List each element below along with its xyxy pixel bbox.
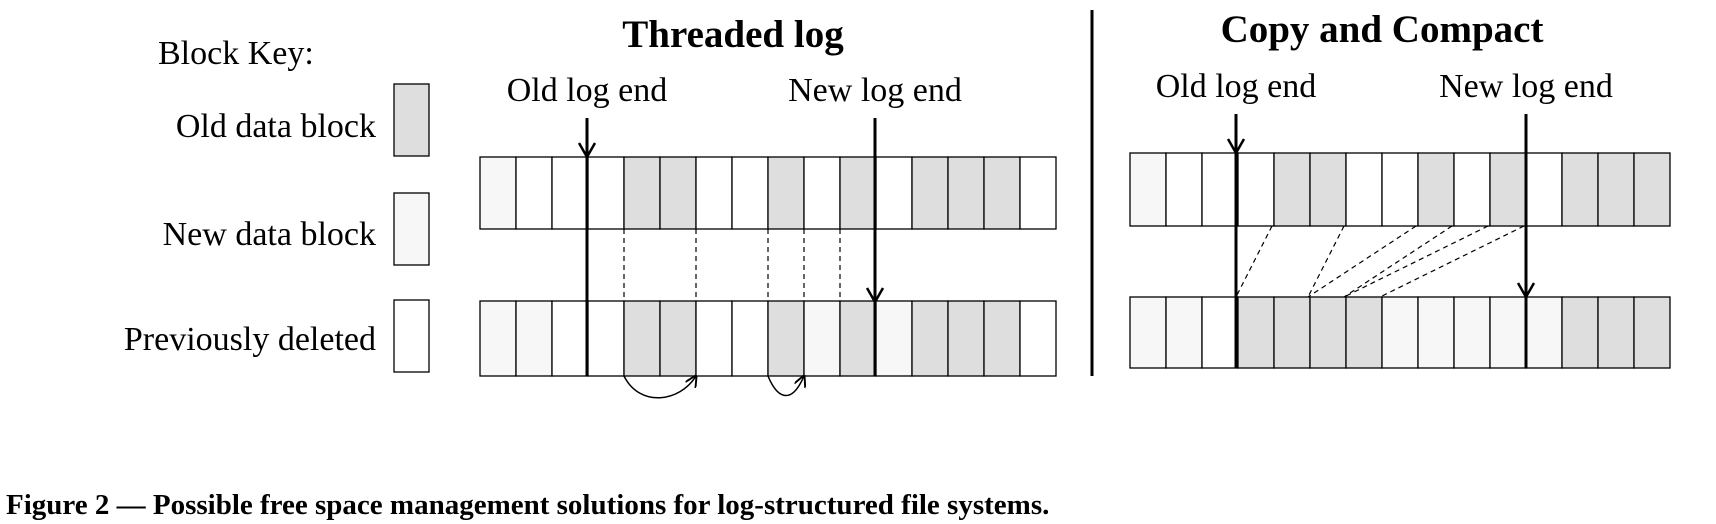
- deleted-data-block: [587, 156, 625, 230]
- key-deleted-label: Previously deleted: [124, 321, 376, 358]
- new-data-block: [803, 300, 841, 377]
- threaded-after-row: [479, 300, 1057, 377]
- old-data-block: [947, 300, 985, 377]
- new-data-block: [1453, 296, 1491, 369]
- compact-old-end-label: Old log end: [1156, 68, 1317, 105]
- copy-line: [1343, 225, 1489, 298]
- deleted-data-block: [1345, 152, 1383, 227]
- deleted-data-block: [695, 156, 733, 230]
- key-old-label: Old data block: [176, 108, 376, 145]
- old-data-block: [1309, 296, 1347, 369]
- threaded-dashed-guides: [623, 229, 841, 301]
- copy-compact-title: Copy and Compact: [1221, 8, 1544, 51]
- compact-new-end-label: New log end: [1439, 68, 1613, 105]
- figure-caption: Figure 2 — Possible free space managemen…: [6, 489, 1049, 521]
- new-data-block: [515, 300, 553, 377]
- deleted-data-block: [1237, 152, 1275, 227]
- compact-after-row: [1129, 296, 1671, 369]
- old-data-block: [1273, 152, 1311, 227]
- new-data-block: [479, 300, 517, 377]
- deleted-data-block: [695, 300, 733, 377]
- old-data-block: [983, 156, 1021, 230]
- new-data-block: [1129, 152, 1167, 227]
- compact-new-end-arrowhead: [1516, 282, 1536, 300]
- old-data-block: [1561, 152, 1599, 227]
- threaded-log-section: Threaded log Old log end New log end: [479, 13, 1057, 399]
- thread-link-arrow: [767, 376, 804, 397]
- new-data-block: [479, 156, 517, 230]
- new-data-block: [1417, 296, 1455, 369]
- threaded-old-end-arrowhead: [577, 142, 597, 160]
- deleted-data-block: [1165, 152, 1203, 227]
- deleted-data-block: [1201, 296, 1239, 369]
- deleted-data-block: [1453, 152, 1491, 227]
- old-data-block: [1237, 296, 1275, 369]
- deleted-data-block: [731, 156, 769, 230]
- new-data-block: [875, 300, 913, 377]
- deleted-data-block: [1019, 156, 1057, 230]
- new-data-block: [1489, 296, 1527, 369]
- deleted-data-block: [587, 300, 625, 377]
- compact-old-end-arrowhead: [1226, 138, 1246, 156]
- new-data-block: [1381, 296, 1419, 369]
- thread-link-arrow: [623, 376, 696, 399]
- new-data-block: [1165, 296, 1203, 369]
- old-data-block: [1597, 152, 1635, 227]
- block-key-heading: Block Key:: [158, 35, 314, 72]
- old-data-block: [623, 300, 661, 377]
- deleted-data-block: [551, 300, 589, 377]
- old-data-block: [1597, 296, 1635, 369]
- deleted-data-block: [1525, 152, 1563, 227]
- copy-line: [1307, 225, 1417, 298]
- copy-line: [1343, 225, 1453, 298]
- threaded-new-end-label: New log end: [788, 72, 962, 109]
- old-data-block: [947, 156, 985, 230]
- old-data-block: [1633, 296, 1671, 369]
- compact-copy-lines: [1235, 225, 1525, 298]
- deleted-data-block: [515, 156, 553, 230]
- deleted-data-block: [731, 300, 769, 377]
- block-key: Block Key: Old data block New data block…: [124, 35, 430, 373]
- old-data-block: [1417, 152, 1455, 227]
- old-data-block: [839, 156, 877, 230]
- old-data-block: [1309, 152, 1347, 227]
- old-data-block: [767, 156, 805, 230]
- copy-line: [1235, 225, 1273, 298]
- old-data-block: [839, 300, 877, 377]
- old-data-block: [1633, 152, 1671, 227]
- old-data-block: [911, 156, 949, 230]
- deleted-data-block: [1201, 152, 1239, 227]
- old-data-block: [1561, 296, 1599, 369]
- old-data-block: [1273, 296, 1311, 369]
- threaded-new-end-arrowhead: [865, 287, 885, 305]
- key-swatch-deleted: [393, 299, 430, 373]
- key-new-label: New data block: [163, 216, 376, 253]
- threaded-log-title: Threaded log: [622, 13, 844, 56]
- copy-line: [1307, 225, 1345, 298]
- old-data-block: [659, 300, 697, 377]
- copy-line: [1379, 225, 1525, 298]
- threaded-before-row: [479, 156, 1057, 230]
- deleted-data-block: [875, 156, 913, 230]
- key-swatch-old: [393, 83, 430, 157]
- deleted-data-block: [1381, 152, 1419, 227]
- old-data-block: [1345, 296, 1383, 369]
- copy-compact-section: Copy and Compact Old log end New log end: [1129, 8, 1671, 369]
- old-data-block: [659, 156, 697, 230]
- threaded-old-end-label: Old log end: [507, 72, 668, 109]
- old-data-block: [623, 156, 661, 230]
- new-data-block: [1525, 296, 1563, 369]
- old-data-block: [911, 300, 949, 377]
- compact-before-row: [1129, 152, 1671, 227]
- new-data-block: [1129, 296, 1167, 369]
- old-data-block: [767, 300, 805, 377]
- key-swatch-new: [393, 192, 430, 266]
- deleted-data-block: [1019, 300, 1057, 377]
- deleted-data-block: [551, 156, 589, 230]
- deleted-data-block: [803, 156, 841, 230]
- old-data-block: [1489, 152, 1527, 227]
- old-data-block: [983, 300, 1021, 377]
